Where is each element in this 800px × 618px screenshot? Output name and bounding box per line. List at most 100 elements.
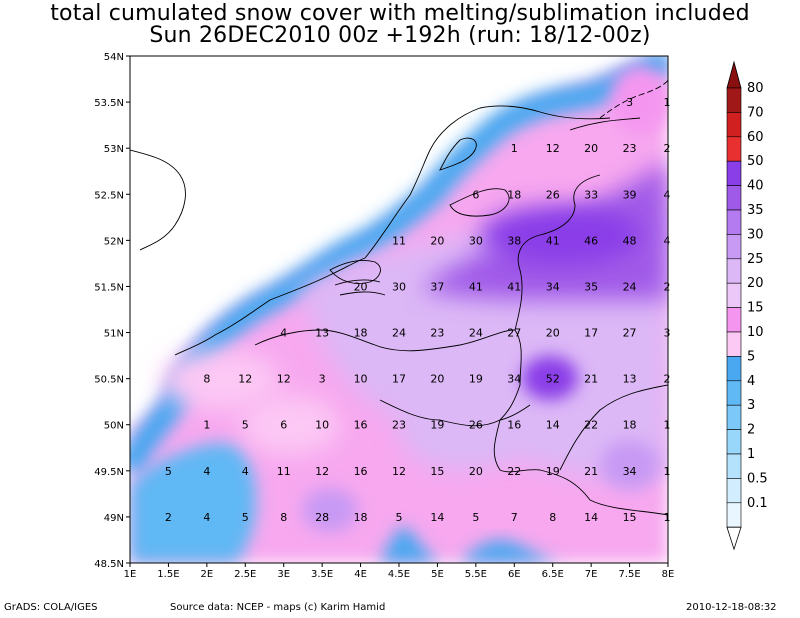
grid-value: 41 — [546, 234, 560, 247]
footer-credit-grads: GrADS: COLA/IGES — [4, 602, 98, 613]
lat-tick-label: 49.5N — [94, 467, 124, 478]
grid-value: 11 — [392, 234, 406, 247]
colorbar-swatch — [726, 502, 742, 528]
grid-value: 2 — [165, 511, 172, 524]
grid-value: 12 — [546, 142, 560, 155]
grid-value: 26 — [546, 188, 560, 201]
grid-value: 21 — [584, 373, 598, 386]
grid-value: 23 — [430, 327, 444, 340]
colorbar-swatch — [726, 234, 742, 260]
grid-value: 5 — [242, 511, 249, 524]
grid-value: 5 — [472, 511, 479, 524]
lat-tick-label: 52N — [104, 236, 124, 247]
grid-value: 5 — [396, 511, 403, 524]
lon-tick-label: 4.5E — [388, 569, 410, 580]
colorbar-swatch — [726, 258, 742, 284]
colorbar-swatch — [726, 356, 742, 382]
grid-value: 10 — [354, 373, 368, 386]
grid-value: 8 — [203, 373, 210, 386]
grid-value: 34 — [507, 373, 521, 386]
colorbar-swatch — [726, 307, 742, 333]
grid-value: 4 — [203, 511, 210, 524]
grid-value: 52 — [546, 373, 560, 386]
colorbar-swatch — [726, 112, 742, 138]
grid-value: 18 — [507, 188, 521, 201]
chart-title: total cumulated snow cover with melting/… — [50, 1, 750, 26]
grid-value: 2 — [664, 373, 671, 386]
grid-value: 20 — [354, 280, 368, 293]
grid-value: 4 — [280, 327, 287, 340]
footer-source: Source data: NCEP - maps (c) Karim Hamid — [170, 602, 386, 613]
colorbar-label: 80 — [747, 81, 764, 96]
grid-value: 14 — [584, 511, 598, 524]
grid-value: 41 — [469, 280, 483, 293]
grid-value: 24 — [623, 280, 637, 293]
lat-tick-label: 49N — [104, 513, 124, 524]
grid-value: 3 — [319, 373, 326, 386]
grid-value: 11 — [277, 465, 291, 478]
grid-value: 20 — [469, 465, 483, 478]
grid-value: 6 — [472, 188, 479, 201]
colorbar-swatch — [726, 404, 742, 430]
colorbar-swatch — [726, 478, 742, 504]
grid-value: 12 — [238, 373, 252, 386]
lat-tick-label: 54N — [104, 52, 124, 63]
lat-tick-label: 51.5N — [94, 282, 124, 293]
colorbar-legend: 80 70 60 50 40 35 30 25 20 15 10 5 4 3 2 1 0.5 0.1 — [726, 60, 768, 551]
grid-value: 13 — [315, 327, 329, 340]
grid-value: 19 — [430, 419, 444, 432]
grid-value: 5 — [165, 465, 172, 478]
lon-tick-label: 7E — [585, 569, 598, 580]
grid-value: 27 — [507, 327, 521, 340]
coastlines-borders — [130, 79, 668, 516]
lon-tick-label: 5E — [431, 569, 444, 580]
grid-value: 16 — [354, 419, 368, 432]
grid-value: 1 — [664, 96, 671, 109]
colorbar-label: 40 — [747, 179, 764, 194]
colorbar-swatch — [726, 209, 742, 235]
grid-value: 18 — [354, 511, 368, 524]
lon-tick-label: 2E — [201, 569, 214, 580]
grid-value: 46 — [584, 234, 598, 247]
grid-value: 39 — [623, 188, 637, 201]
grid-value: 23 — [392, 419, 406, 432]
grid-value: 1 — [203, 419, 210, 432]
colorbar-swatch — [726, 429, 742, 455]
grid-value: 34 — [623, 465, 637, 478]
grid-value: 15 — [623, 511, 637, 524]
colorbar-top-arrow — [726, 60, 742, 89]
colorbar-swatch — [726, 136, 742, 162]
grid-value: 12 — [315, 465, 329, 478]
grid-value: 20 — [430, 373, 444, 386]
colorbar-bottom-arrow — [726, 526, 742, 551]
lat-tick-label: 50.5N — [94, 375, 124, 386]
grid-value: 19 — [546, 465, 560, 478]
grid-value: 41 — [507, 280, 521, 293]
colorbar-label: 25 — [747, 252, 764, 267]
colorbar-label: 3 — [747, 398, 755, 413]
grid-value: 30 — [392, 280, 406, 293]
colorbar-swatch — [726, 282, 742, 308]
grid-value: 17 — [584, 327, 598, 340]
grid-value: 17 — [392, 373, 406, 386]
grid-value: 2 — [664, 142, 671, 155]
grid-value: 22 — [584, 419, 598, 432]
grid-value: 12 — [392, 465, 406, 478]
grid-value: 6 — [280, 419, 287, 432]
grid-value: 1 — [664, 465, 671, 478]
colorbar-swatch — [726, 160, 742, 186]
lon-tick-label: 1.5E — [157, 569, 179, 580]
colorbar-swatch — [726, 185, 742, 211]
axis-ticks — [126, 55, 669, 567]
grid-value: 14 — [546, 419, 560, 432]
colorbar-label: 4 — [747, 374, 755, 389]
lon-tick-label: 4E — [354, 569, 367, 580]
grid-value: 15 — [430, 465, 444, 478]
lat-tick-label: 50N — [104, 421, 124, 432]
grid-value: 3 — [664, 327, 671, 340]
grid-value: 23 — [623, 142, 637, 155]
colorbar-label: 0.1 — [747, 496, 768, 511]
grid-value: 33 — [584, 188, 598, 201]
grid-value: 14 — [430, 511, 444, 524]
